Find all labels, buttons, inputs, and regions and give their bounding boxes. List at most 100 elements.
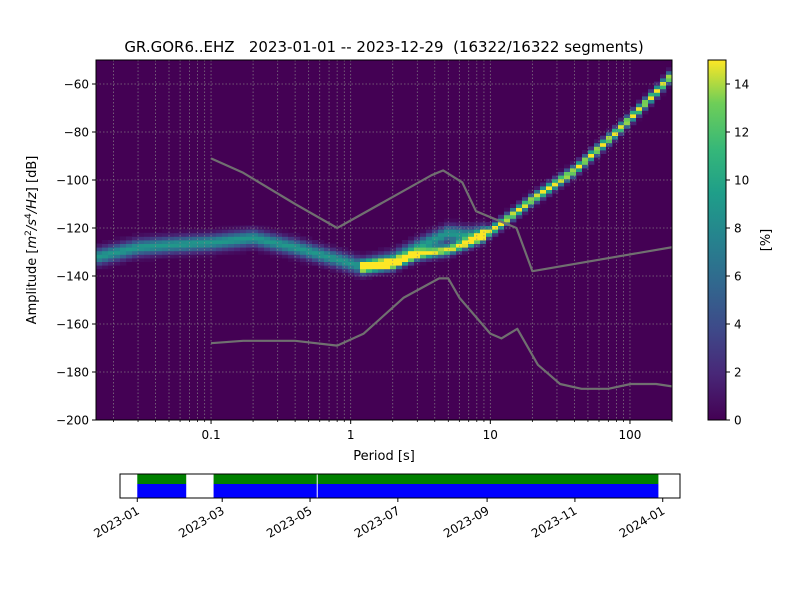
heatmap-cell [378,254,385,259]
heatmap-cell [450,218,457,223]
heatmap-cell [534,193,541,198]
y-tick-label: −100 [56,174,89,188]
heatmap-cell [522,211,529,216]
heatmap-cell [144,243,151,248]
heatmap-cell [246,243,253,248]
heatmap-cell [474,222,481,226]
heatmap-cell [492,218,499,223]
heatmap-cell [618,132,625,136]
heatmap-cell [378,268,385,273]
colorbar-tick-label: 8 [734,222,742,236]
heatmap-cell [510,204,517,208]
heatmap-cell [396,265,403,270]
heatmap-cell [192,240,199,244]
heatmap-cell [144,247,151,252]
heatmap-cell [642,92,649,97]
heatmap-cell [300,236,307,241]
heatmap-cell [186,229,193,234]
heatmap-cell [204,229,211,234]
heatmap-cell [318,243,325,248]
heatmap-cell [564,168,571,172]
heatmap-cell [342,265,349,270]
ppsd-plot-area: 0.1 1 10 100 −60 −80 −100 −120 −140 −160 −180 −200… [24,59,673,464]
heatmap-cell [264,247,271,252]
colorbar-ticks: 0 2 4 6 8 10 12 14 [726,78,749,428]
heatmap-cell [474,218,481,223]
heatmap-cell [444,232,451,237]
heatmap-cell [330,268,337,273]
heatmap-cell [516,211,523,216]
heatmap-cell [396,258,403,262]
heatmap-cell [120,240,127,244]
heatmap-cell [372,261,379,266]
heatmap-cell [444,218,451,223]
heatmap-cell [576,164,583,169]
heatmap-cell [480,222,487,226]
heatmap-cell [222,232,229,237]
heatmap-cell [216,247,223,252]
heatmap-cell [480,229,487,234]
heatmap-cell [288,232,295,237]
heatmap-cell [426,254,433,259]
heatmap-cell [450,250,457,255]
heatmap-cell [540,193,547,198]
date-tick-label: 2024-01 [617,503,667,540]
heatmap-cell [132,240,139,244]
heatmap-cell [288,247,295,252]
heatmap-cell [528,204,535,208]
heatmap-cell [558,171,565,176]
heatmap-cell [438,236,445,241]
heatmap-cell [150,232,157,237]
heatmap-cell [582,168,589,172]
heatmap-cell [150,243,157,248]
heatmap-cell [294,254,301,259]
heatmap-cell [570,164,577,169]
heatmap-cell [192,229,199,234]
heatmap-cell [240,229,247,234]
heatmap-cell [102,240,109,244]
heatmap-cell [318,254,325,259]
heatmap-cell [570,160,577,165]
heatmap-cell [366,250,373,255]
heatmap-cell [540,186,547,190]
heatmap-cell [402,240,409,244]
heatmap-cell [522,207,529,212]
heatmap-cell [120,236,127,241]
heatmap-cell [510,207,517,212]
heatmap-cell [192,247,199,252]
heatmap-cell [234,236,241,241]
heatmap-cell [114,247,121,252]
heatmap-cell [576,171,583,176]
heatmap-cell [432,243,439,248]
heatmap-cell [480,232,487,237]
heatmap-cell [390,247,397,252]
heatmap-cell [348,258,355,262]
heatmap-cell [312,247,319,252]
heatmap-cell [228,232,235,237]
heatmap-cell [102,258,109,262]
heatmap-cell [210,243,217,248]
heatmap-cell [150,250,157,255]
colorbar-tick-label: 0 [734,414,742,428]
heatmap-cell [432,247,439,252]
heatmap-cell [426,247,433,252]
colorbar-tick-label: 12 [734,126,749,140]
heatmap-cell [402,247,409,252]
heatmap-cell [564,171,571,176]
heatmap-cell [162,229,169,234]
heatmap-cell [420,254,427,259]
date-tick-label: 2023-09 [441,503,491,540]
heatmap-cell [654,92,661,97]
heatmap-cell [492,232,499,237]
heatmap-cell [594,142,601,147]
heatmap-cell [240,236,247,241]
heatmap-cell [558,182,565,187]
heatmap-cell [192,236,199,241]
heatmap-cell [354,265,361,270]
heatmap-cell [432,225,439,230]
heatmap-cell [204,236,211,241]
heatmap-cell [258,236,265,241]
heatmap-cell [648,85,655,90]
heatmap-cell [174,243,181,248]
